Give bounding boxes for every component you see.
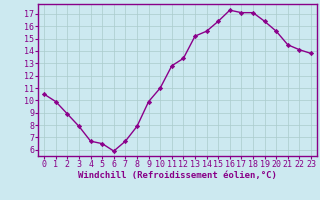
X-axis label: Windchill (Refroidissement éolien,°C): Windchill (Refroidissement éolien,°C) <box>78 171 277 180</box>
